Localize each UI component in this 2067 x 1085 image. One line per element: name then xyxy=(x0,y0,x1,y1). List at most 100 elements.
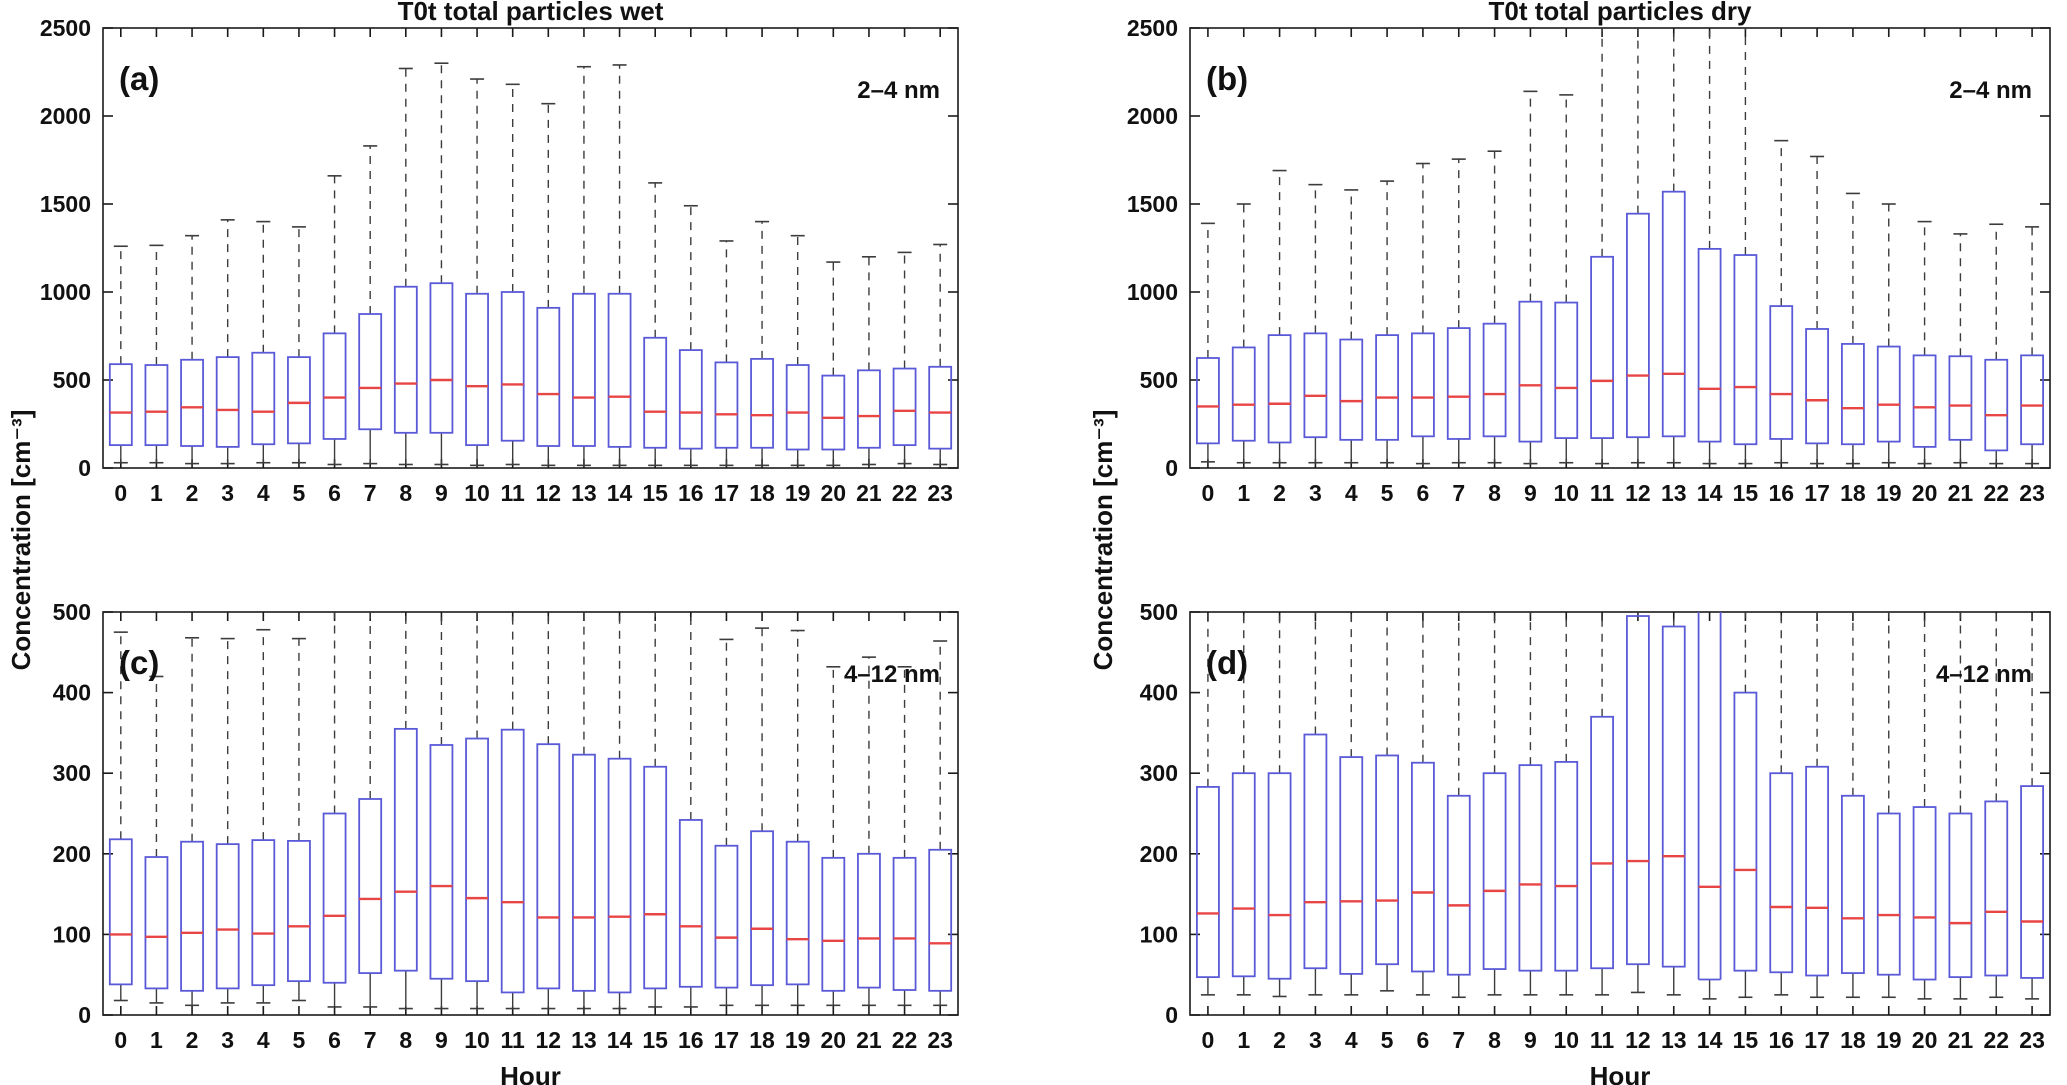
size-range-annotation: 4–12 nm xyxy=(844,661,940,688)
x-tick-label: 21 xyxy=(856,480,882,506)
x-tick-label: 14 xyxy=(1697,1027,1723,1053)
y-tick-label: 500 xyxy=(53,599,91,625)
x-tick-label: 18 xyxy=(1840,480,1866,506)
iqr-box xyxy=(393,285,418,434)
iqr-box xyxy=(1626,212,1650,439)
x-tick-label: 20 xyxy=(1912,480,1938,506)
x-tick-label: 7 xyxy=(1452,480,1465,506)
iqr-box xyxy=(1733,254,1758,446)
iqr-box xyxy=(322,332,347,440)
x-tick-label: 17 xyxy=(1804,1027,1830,1053)
y-axis-label-left: Concentration [cm⁻³] xyxy=(6,410,36,671)
x-tick-label: 3 xyxy=(1309,480,1322,506)
x-tick-label: 15 xyxy=(1733,1027,1759,1053)
x-tick-label: 19 xyxy=(785,1027,811,1053)
y-tick-label: 400 xyxy=(1140,680,1178,706)
y-tick-label: 1000 xyxy=(1127,279,1178,305)
x-axis-label: Hour xyxy=(500,1061,561,1085)
x-tick-label: 0 xyxy=(1202,480,1215,506)
x-tick-label: 17 xyxy=(1804,480,1830,506)
iqr-box xyxy=(892,367,917,447)
iqr-box xyxy=(928,365,953,450)
panel-letter: (c) xyxy=(119,644,159,681)
iqr-box xyxy=(2020,785,2044,979)
size-range-annotation: 2–4 nm xyxy=(857,77,940,104)
x-tick-label: 9 xyxy=(435,1027,448,1053)
iqr-box xyxy=(465,737,489,983)
iqr-box xyxy=(1339,756,1364,975)
iqr-box xyxy=(358,798,383,974)
x-tick-label: 11 xyxy=(501,480,526,506)
x-tick-label: 2 xyxy=(186,480,199,506)
y-tick-label: 1000 xyxy=(40,279,91,305)
iqr-box xyxy=(1590,255,1614,439)
x-tick-label: 23 xyxy=(927,1027,953,1053)
y-tick-label: 0 xyxy=(78,455,91,481)
iqr-box xyxy=(1267,334,1292,444)
x-tick-label: 16 xyxy=(678,480,704,506)
x-tick-label: 20 xyxy=(821,1027,847,1053)
iqr-box xyxy=(892,856,917,991)
x-tick-label: 3 xyxy=(221,480,234,506)
x-tick-label: 23 xyxy=(2019,480,2045,506)
iqr-box xyxy=(1661,625,1686,968)
iqr-box xyxy=(500,728,525,994)
y-tick-label: 200 xyxy=(53,841,91,867)
iqr-box xyxy=(1769,305,1794,440)
iqr-box xyxy=(287,840,311,983)
axes-frame xyxy=(102,611,959,1016)
x-tick-label: 1 xyxy=(1237,1027,1250,1053)
y-tick-label: 100 xyxy=(53,921,91,947)
iqr-box xyxy=(429,282,454,434)
x-tick-label: 11 xyxy=(1590,480,1615,506)
iqr-box xyxy=(215,356,240,448)
y-tick-label: 2500 xyxy=(1127,15,1178,41)
iqr-box xyxy=(1912,806,1937,981)
x-tick-label: 10 xyxy=(1553,1027,1579,1053)
iqr-box xyxy=(572,753,596,992)
iqr-box xyxy=(678,349,703,450)
iqr-box xyxy=(1590,715,1614,970)
x-tick-label: 20 xyxy=(821,480,847,506)
x-tick-label: 4 xyxy=(257,1027,270,1053)
x-tick-label: 5 xyxy=(1381,1027,1394,1053)
iqr-box xyxy=(1196,786,1220,979)
x-tick-label: 15 xyxy=(1733,480,1759,506)
x-tick-label: 5 xyxy=(293,1027,306,1053)
iqr-box xyxy=(714,361,739,449)
y-tick-label: 0 xyxy=(1165,455,1178,481)
iqr-box xyxy=(1411,761,1435,973)
iqr-box xyxy=(857,369,881,449)
x-tick-label: 13 xyxy=(571,480,597,506)
x-tick-label: 13 xyxy=(571,1027,597,1053)
y-tick-label: 300 xyxy=(53,760,91,786)
x-tick-label: 9 xyxy=(1524,1027,1537,1053)
iqr-box xyxy=(750,830,774,987)
iqr-box xyxy=(1303,733,1328,970)
iqr-box xyxy=(1554,761,1579,972)
x-tick-label: 19 xyxy=(1876,1027,1902,1053)
panel-title: T0t total particles dry xyxy=(1489,0,1752,26)
x-tick-label: 4 xyxy=(1345,480,1358,506)
iqr-box xyxy=(536,743,561,990)
iqr-box xyxy=(500,291,525,442)
x-tick-label: 7 xyxy=(364,1027,377,1053)
x-tick-label: 21 xyxy=(1948,1027,1974,1053)
iqr-box xyxy=(643,336,668,449)
iqr-box xyxy=(1231,772,1256,978)
panel-letter: (b) xyxy=(1206,60,1248,97)
x-tick-label: 22 xyxy=(892,1027,918,1053)
iqr-box xyxy=(215,843,240,990)
x-tick-label: 14 xyxy=(1697,480,1723,506)
x-tick-label: 9 xyxy=(435,480,448,506)
x-tick-label: 12 xyxy=(536,480,562,506)
y-tick-label: 200 xyxy=(1140,841,1178,867)
x-tick-label: 14 xyxy=(607,1027,633,1053)
iqr-box xyxy=(1267,772,1292,980)
x-tick-label: 1 xyxy=(1237,480,1250,506)
x-tick-label: 10 xyxy=(464,480,490,506)
x-tick-label: 1 xyxy=(150,480,163,506)
y-tick-label: 0 xyxy=(78,1002,91,1028)
